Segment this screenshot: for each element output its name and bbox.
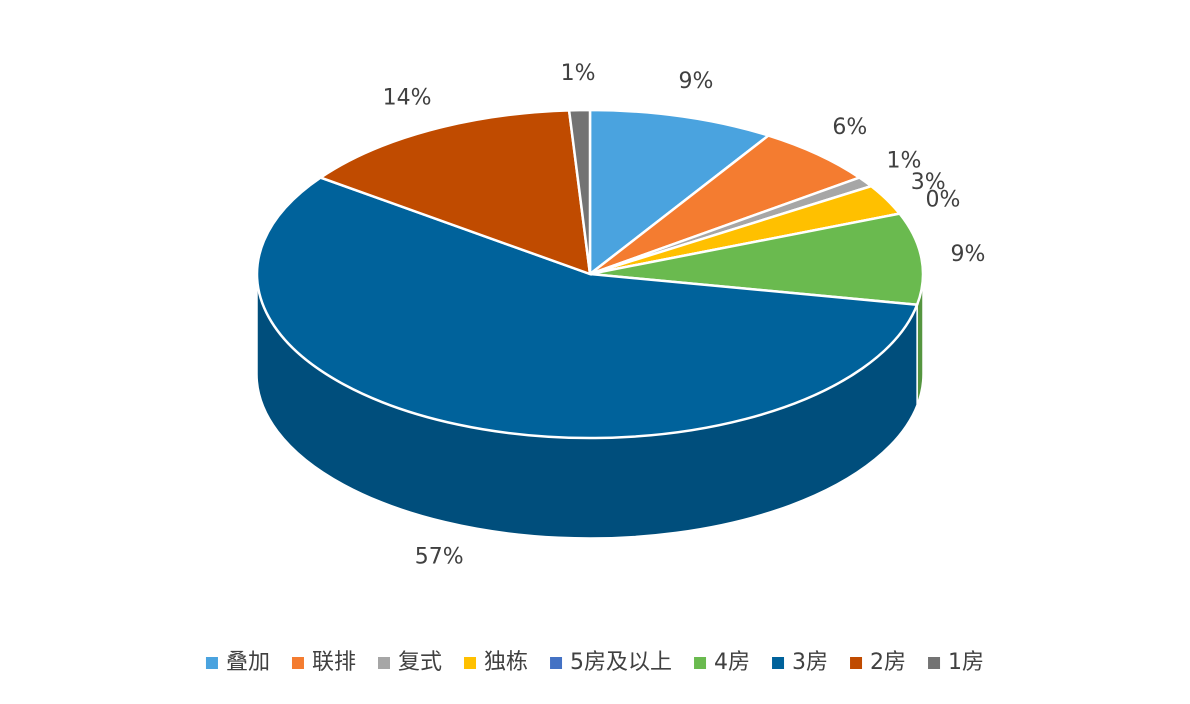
data-label: 0% (926, 187, 961, 212)
data-label: 9% (950, 242, 985, 267)
legend-marker (550, 657, 563, 669)
data-label: 9% (678, 69, 713, 94)
legend-marker (772, 657, 785, 669)
legend-label: 1房 (948, 650, 984, 675)
legend-label: 叠加 (226, 650, 270, 675)
pie-slice (589, 134, 863, 276)
legend-label: 复式 (398, 650, 442, 675)
pie-tops (255, 108, 925, 440)
pie-slice (567, 108, 592, 275)
pie-slice (317, 109, 592, 276)
legend-label: 5房及以上 (570, 650, 672, 675)
legend-label: 4房 (714, 650, 750, 675)
data-label: 6% (832, 115, 867, 140)
data-label: 3% (911, 170, 946, 195)
legend-label: 联排 (312, 650, 356, 675)
legend-marker (464, 657, 477, 669)
data-label: 57% (415, 545, 464, 570)
legend-marker (205, 657, 218, 669)
legend-label: 2房 (870, 650, 906, 675)
data-label: 14% (383, 86, 432, 111)
legend-marker (694, 657, 707, 669)
legend-label: 3房 (792, 650, 828, 675)
pie-slice (588, 108, 772, 277)
legend-label: 独栋 (484, 650, 528, 675)
data-label: 1% (561, 61, 596, 86)
legend: 叠加 联排 复式 独栋 5房及以上 4房 3房 2房 1房 (205, 650, 984, 675)
pie-slice (589, 212, 925, 307)
pie-slice (255, 176, 919, 440)
legend-marker (928, 657, 941, 669)
data-label: 1% (887, 149, 922, 174)
legend-marker (378, 657, 390, 669)
legend-marker (850, 657, 863, 669)
legend-marker (291, 657, 304, 669)
